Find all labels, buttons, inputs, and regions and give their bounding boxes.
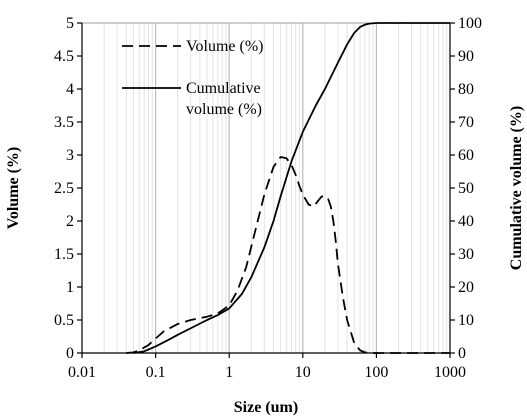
y-tick-label: 1.5 (54, 246, 74, 263)
y-tick-label: 2 (66, 213, 74, 230)
x-tick-label: 0.01 (68, 364, 96, 381)
x-tick-label: 1 (225, 364, 233, 381)
series-lines (126, 22, 450, 354)
x-tick-label: 10 (295, 364, 311, 381)
y2-tick-label: 60 (458, 147, 474, 164)
axes (77, 22, 455, 358)
x-tick-label: 0.1 (146, 364, 166, 381)
y2-tick-label: 10 (458, 312, 474, 329)
y-tick-label: 0 (66, 345, 74, 362)
cumulative-volume-line (133, 22, 450, 354)
tick-labels: 00.511.522.533.544.550102030405060708090… (54, 15, 482, 381)
y-tick-label: 3.5 (54, 114, 74, 131)
vertical-gridlines (81, 23, 451, 353)
y2-tick-label: 30 (458, 246, 474, 263)
y2-tick-label: 100 (458, 15, 482, 32)
y2-tick-label: 0 (458, 345, 466, 362)
x-axis-title: Size (um) (234, 399, 298, 416)
x-tick-label: 1000 (434, 364, 466, 381)
volume-line (126, 156, 450, 354)
y-axis-title: Volume (%) (5, 147, 22, 230)
y2-tick-label: 90 (458, 48, 474, 65)
y-tick-label: 3 (66, 147, 74, 164)
legend-volume-label: Volume (%) (186, 38, 263, 55)
y2-tick-label: 40 (458, 213, 474, 230)
y2-axis-title: Cumulative volume (%) (508, 106, 525, 270)
legend: Volume (%) Cumulative volume (%) (122, 38, 263, 118)
y-tick-label: 5 (66, 15, 74, 32)
legend-cumulative-label-line1: Cumulative (186, 80, 261, 97)
y-tick-label: 4.5 (54, 48, 74, 65)
y2-tick-label: 50 (458, 180, 474, 197)
y-tick-label: 4 (66, 81, 74, 98)
y2-tick-label: 70 (458, 114, 474, 131)
y2-tick-label: 20 (458, 279, 474, 296)
y2-tick-label: 80 (458, 81, 474, 98)
y-tick-label: 2.5 (54, 180, 74, 197)
legend-cumulative-label-line2: volume (%) (186, 101, 262, 118)
y-tick-label: 0.5 (54, 312, 74, 329)
x-tick-label: 100 (364, 364, 388, 381)
y-tick-label: 1 (66, 279, 74, 296)
